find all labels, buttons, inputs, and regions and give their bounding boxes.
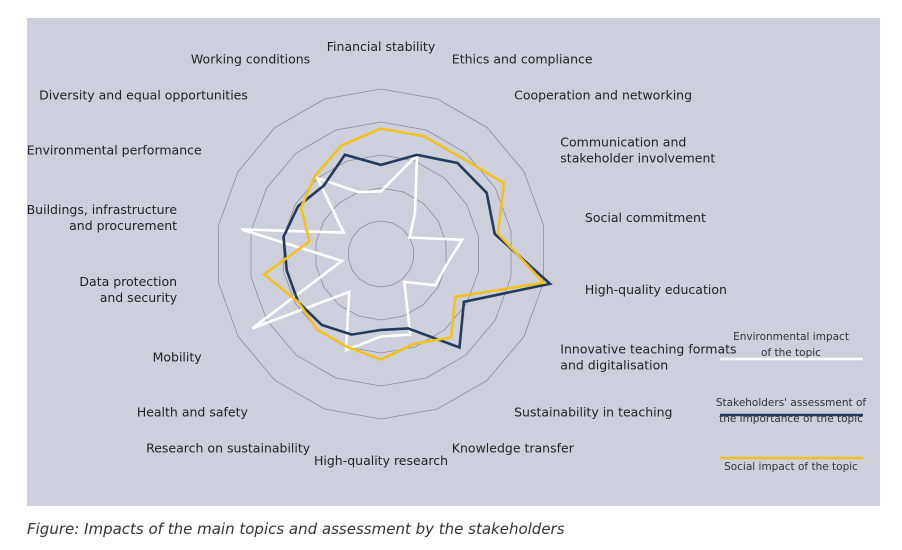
axis-label: Innovative teaching formats and digitalis… bbox=[560, 342, 736, 373]
series-line-2 bbox=[282, 153, 553, 350]
legend-label: Stakeholders' assessment of bbox=[716, 397, 867, 409]
grid-ring bbox=[315, 187, 447, 321]
axis-label: Financial stability bbox=[327, 39, 436, 54]
axis-label: Cooperation and networking bbox=[514, 87, 692, 102]
legend-label: Social impact of the topic bbox=[724, 461, 858, 473]
axis-label: High-quality research bbox=[314, 453, 448, 468]
legend: Environmental impact of the topic Stakehol… bbox=[716, 331, 867, 473]
axis-label: Ethics and compliance bbox=[452, 52, 593, 67]
axis-label: Buildings, infrastructure and procurement bbox=[27, 202, 177, 233]
legend-label: Environmental impact bbox=[733, 331, 849, 343]
axis-labels: Financial stability Ethics and compliance… bbox=[27, 39, 737, 468]
axis-label: Diversity and equal opportunities bbox=[39, 87, 248, 102]
axis-label: Data protection and security bbox=[79, 274, 177, 305]
axis-label: High-quality education bbox=[585, 282, 727, 297]
grid-ring bbox=[218, 88, 544, 420]
grid-ring bbox=[348, 220, 414, 288]
chart-panel: Financial stability Ethics and compliance… bbox=[27, 18, 880, 506]
axis-label: Mobility bbox=[153, 350, 203, 365]
axis-label: Health and safety bbox=[137, 405, 249, 420]
radar-chart: Financial stability Ethics and compliance… bbox=[27, 39, 867, 473]
axis-label: Research on sustainability bbox=[146, 441, 311, 456]
series-line-3 bbox=[261, 127, 547, 362]
legend-label: of the topic bbox=[761, 347, 821, 359]
axis-label: Environmental performance bbox=[27, 143, 202, 158]
grid bbox=[218, 88, 544, 420]
axis-label: Knowledge transfer bbox=[452, 441, 575, 456]
series-lines bbox=[240, 127, 553, 362]
axis-label: Social commitment bbox=[585, 210, 706, 225]
grid-ring bbox=[283, 154, 479, 354]
figure-caption: Figure: Impacts of the main topics and a… bbox=[27, 520, 565, 538]
grid-ring bbox=[250, 121, 512, 387]
axis-label: Working conditions bbox=[191, 52, 310, 67]
axis-label: Sustainability in teaching bbox=[514, 405, 672, 420]
series-line-1 bbox=[240, 151, 465, 353]
axis-label: Communication and stakeholder involvement bbox=[560, 135, 715, 166]
